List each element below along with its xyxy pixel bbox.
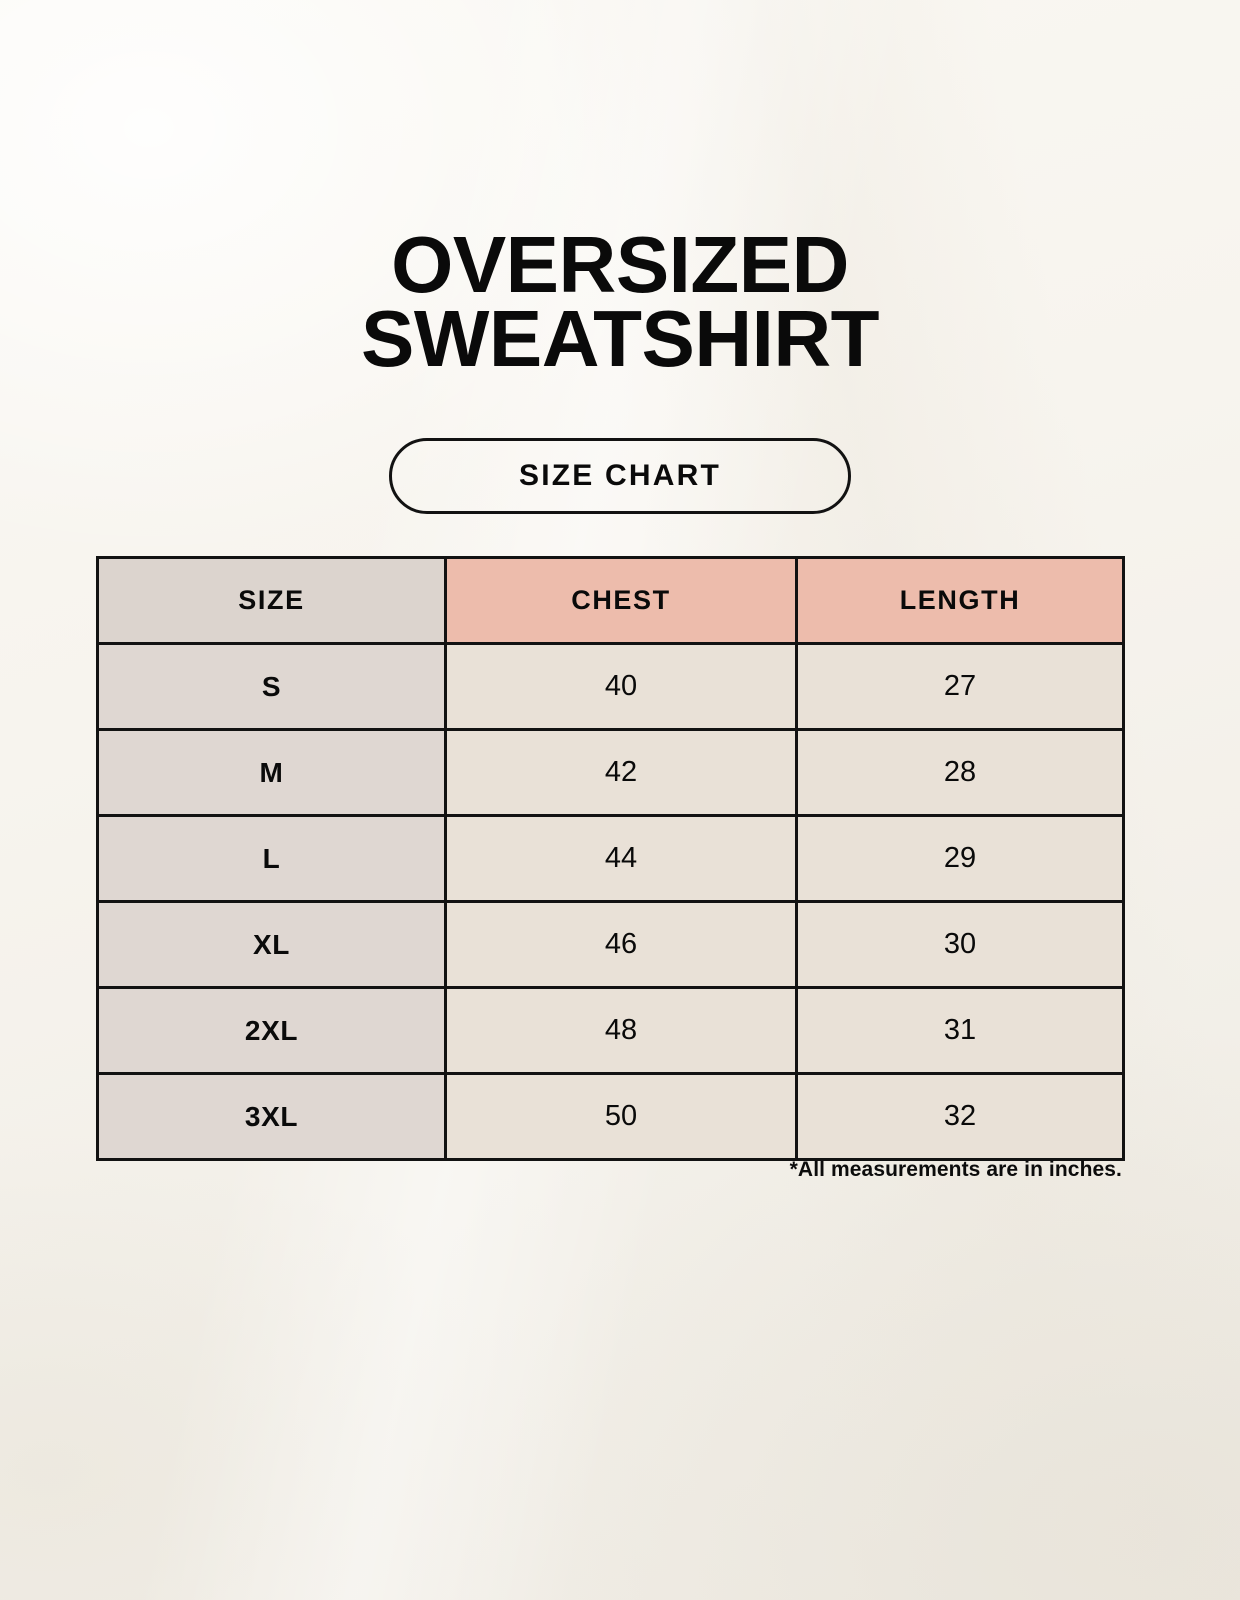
table-body: S 40 27 M 42 28 L 44 29 XL 46 30 2XL 48 31 3XL 50 32 bbox=[96, 642, 1125, 1161]
cell-length-value: 32 bbox=[795, 1072, 1125, 1161]
cell-size-label: XL bbox=[96, 900, 447, 989]
cell-chest-value: 50 bbox=[444, 1072, 798, 1161]
cell-chest-value: 48 bbox=[444, 986, 798, 1075]
table-row: 3XL 50 32 bbox=[96, 1072, 1125, 1161]
measurements-footnote: *All measurements are in inches. bbox=[789, 1158, 1122, 1181]
cell-chest-value: 46 bbox=[444, 900, 798, 989]
cell-size-label: 2XL bbox=[96, 986, 447, 1075]
cell-length-value: 31 bbox=[795, 986, 1125, 1075]
table-row: M 42 28 bbox=[96, 728, 1125, 817]
size-table-container: SIZE CHEST LENGTH S 40 27 M 42 28 L 44 29 XL 46 30 2… bbox=[96, 556, 1125, 1161]
badge-container: SIZE CHART bbox=[0, 438, 1240, 514]
table-header-row: SIZE CHEST LENGTH bbox=[96, 556, 1125, 645]
table-header: SIZE CHEST LENGTH bbox=[96, 556, 1125, 645]
size-table: SIZE CHEST LENGTH S 40 27 M 42 28 L 44 29 XL 46 30 2… bbox=[96, 556, 1125, 1161]
cell-chest-value: 44 bbox=[444, 814, 798, 903]
cell-size-label: S bbox=[96, 642, 447, 731]
cell-length-value: 28 bbox=[795, 728, 1125, 817]
cell-length-value: 30 bbox=[795, 900, 1125, 989]
cell-size-label: M bbox=[96, 728, 447, 817]
cell-size-label: L bbox=[96, 814, 447, 903]
size-chart-badge: SIZE CHART bbox=[389, 438, 851, 514]
column-header-length: LENGTH bbox=[795, 556, 1125, 645]
table-row: L 44 29 bbox=[96, 814, 1125, 903]
cell-length-value: 27 bbox=[795, 642, 1125, 731]
cell-chest-value: 42 bbox=[444, 728, 798, 817]
table-row: 2XL 48 31 bbox=[96, 986, 1125, 1075]
cell-size-label: 3XL bbox=[96, 1072, 447, 1161]
table-row: XL 46 30 bbox=[96, 900, 1125, 989]
table-row: S 40 27 bbox=[96, 642, 1125, 731]
page-title: OVERSIZED SWEATSHIRT bbox=[361, 220, 879, 384]
column-header-size: SIZE bbox=[96, 556, 447, 645]
cell-length-value: 29 bbox=[795, 814, 1125, 903]
cell-chest-value: 40 bbox=[444, 642, 798, 731]
column-header-chest: CHEST bbox=[444, 556, 798, 645]
